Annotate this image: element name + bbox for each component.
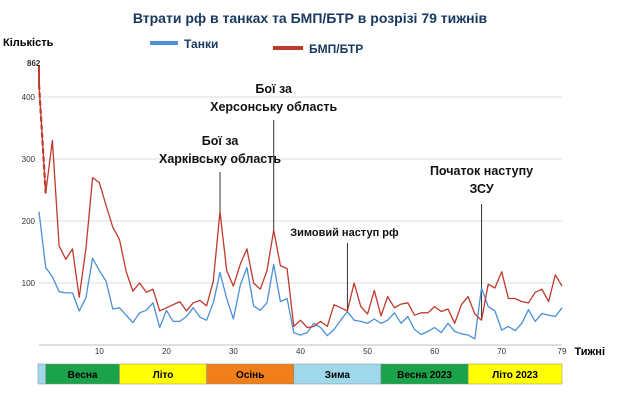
season-label: Літо 2023 — [492, 370, 538, 381]
legend: Танки БМП/БТР — [150, 37, 363, 56]
season-block — [467, 363, 563, 385]
chart-title: Втрати рф в танках та БМП/БТР в розрізі … — [133, 10, 488, 26]
season-label: Літо — [153, 370, 174, 381]
y-tick-label: 100 — [22, 279, 36, 288]
x-axis-label: Тижні — [574, 346, 605, 358]
season-label: Весна 2023 — [397, 370, 452, 381]
season-label: Осінь — [236, 370, 264, 381]
legend-label-ifv: БМП/БТР — [309, 42, 363, 56]
peak-label: 862 — [27, 59, 41, 68]
annotation-text: Бої за — [255, 82, 293, 96]
x-tick-label: 40 — [296, 347, 305, 356]
peak-dashed-drop — [37, 84, 47, 194]
annotation-text: Харківську область — [159, 152, 281, 166]
x-tick-label: 10 — [95, 347, 104, 356]
y-ticks: 100 200 300 400 — [22, 93, 36, 288]
series-line-tanks — [38, 211, 563, 340]
x-tick-label: 79 — [558, 347, 567, 356]
y-tick-label: 200 — [22, 217, 36, 226]
annotation-text: Бої за — [202, 134, 240, 148]
series: 862 — [27, 59, 563, 340]
season-label: Весна — [68, 370, 98, 381]
y-tick-label: 400 — [22, 93, 36, 102]
y-tick-label: 300 — [22, 155, 36, 164]
grid — [39, 96, 562, 346]
x-ticks: 10 20 30 40 50 60 70 79 — [95, 347, 567, 356]
x-tick-label: 20 — [162, 347, 171, 356]
annotations: Бої за Харківську область Бої за Херсонську… — [159, 82, 533, 239]
x-tick-label: 50 — [363, 347, 372, 356]
annotation-text: ЗСУ — [469, 182, 493, 196]
legend-label-tanks: Танки — [184, 37, 218, 51]
series-line-ifv — [38, 84, 563, 329]
x-tick-label: 60 — [430, 347, 439, 356]
season-block — [37, 363, 46, 385]
seasons-band: Весна Літо Осінь Зима Весна 2023 Літо 2023 — [37, 363, 563, 385]
annotation-text: Херсонську область — [210, 100, 337, 114]
season-label: Зима — [325, 370, 351, 381]
x-tick-label: 30 — [229, 347, 238, 356]
annotation-text: Початок наступу — [430, 164, 533, 178]
x-tick-label: 70 — [497, 347, 506, 356]
y-axis-label: Кількість — [3, 37, 54, 49]
annotation-text: Зимовий наступ рф — [290, 227, 399, 239]
annotation-lines — [219, 120, 483, 321]
